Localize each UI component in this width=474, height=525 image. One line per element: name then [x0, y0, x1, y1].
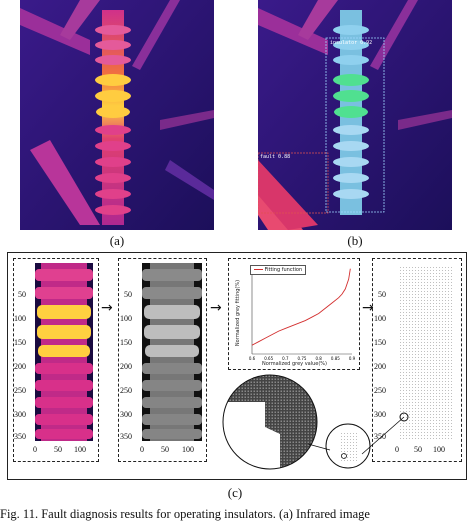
c2-box — [118, 258, 207, 462]
arrow-icon: → — [362, 300, 374, 316]
chart-x-tick: 0.8 — [315, 356, 322, 361]
c1-infrared-crop — [35, 263, 93, 441]
c4-ytick: 250 — [374, 386, 386, 395]
chart-axes — [251, 266, 352, 355]
c4-texture-crop — [396, 263, 456, 441]
chart-y-label: Normalized grey fitting(%) — [235, 279, 242, 347]
c1-box — [13, 258, 99, 462]
c4-ytick: 200 — [374, 362, 386, 371]
chart-legend: Fitting function — [250, 265, 307, 275]
c4-ytick: 50 — [378, 290, 386, 299]
detection-label-side: fault 0.88 — [260, 154, 291, 160]
chart-series-line — [251, 268, 351, 346]
legend-label: Fitting function — [264, 267, 303, 273]
c2-ytick: 150 — [120, 338, 132, 347]
c2-ytick: 100 — [120, 314, 132, 323]
c1-ytick: 200 — [14, 362, 26, 371]
c1-ytick: 100 — [14, 314, 26, 323]
c1-ytick: 300 — [14, 410, 26, 419]
c4-xtick: 50 — [414, 445, 422, 454]
c4-ytick: 100 — [374, 314, 386, 323]
c1-xtick: 0 — [33, 445, 37, 454]
c2-ytick: 200 — [120, 362, 132, 371]
insulator-b — [333, 10, 369, 215]
zoom-magnifier — [222, 374, 409, 470]
insulator-a — [95, 10, 131, 225]
c2-ytick: 250 — [120, 386, 132, 395]
chart-x-label: Normalized grey value(%) — [262, 361, 327, 367]
figure-caption: Fig. 11. Fault diagnosis results for ope… — [0, 507, 370, 521]
c1-ytick: 150 — [14, 338, 26, 347]
c1-xtick: 50 — [54, 445, 62, 454]
arrow-icon: → — [101, 300, 113, 316]
infrared-image-a — [20, 0, 214, 230]
c1-ytick: 250 — [14, 386, 26, 395]
arrow-icon: → — [210, 300, 222, 316]
c1-ytick: 50 — [18, 290, 26, 299]
c2-xtick: 50 — [161, 445, 169, 454]
panel-a-label: (a) — [109, 233, 125, 248]
c2-xtick: 100 — [182, 445, 194, 454]
panel-c-frame — [7, 252, 467, 480]
c1-ytick: 350 — [14, 432, 26, 441]
chart-x-tick: 0.75 — [298, 356, 307, 361]
chart-x-tick: 0.7 — [282, 356, 289, 361]
c4-xtick: 100 — [433, 445, 445, 454]
chart-x-tick: 0.85 — [331, 356, 340, 361]
legend-swatch — [254, 269, 263, 270]
c2-ytick: 300 — [120, 410, 132, 419]
chart-x-ticks: 0.6 0.65 0.7 0.75 0.8 0.85 0.9 — [249, 356, 356, 361]
c4-box — [372, 258, 462, 462]
c4-ytick: 300 — [374, 410, 386, 419]
chart-x-tick: 0.6 — [249, 356, 256, 361]
chart-x-tick: 0.9 — [349, 356, 356, 361]
c4-ytick: 150 — [374, 338, 386, 347]
chart-x-tick: 0.65 — [264, 356, 273, 361]
c4-ytick: 350 — [374, 432, 386, 441]
c2-ytick: 50 — [124, 290, 132, 299]
panel-b-label: (b) — [347, 233, 363, 248]
c2-ytick: 350 — [120, 432, 132, 441]
c2-xtick: 0 — [140, 445, 144, 454]
panel-c-label: (c) — [227, 485, 243, 500]
c3-chart-box — [228, 258, 360, 370]
fitting-chart: 0.6 0.65 0.7 0.75 0.8 0.85 0.9 — [249, 266, 356, 361]
c2-grayscale-crop — [142, 263, 202, 441]
detection-image-b: insulator 0.92 fault 0.88 — [258, 0, 452, 230]
detection-label-top: insulator 0.92 — [330, 40, 373, 46]
c4-xtick: 0 — [395, 445, 399, 454]
c1-xtick: 100 — [74, 445, 86, 454]
